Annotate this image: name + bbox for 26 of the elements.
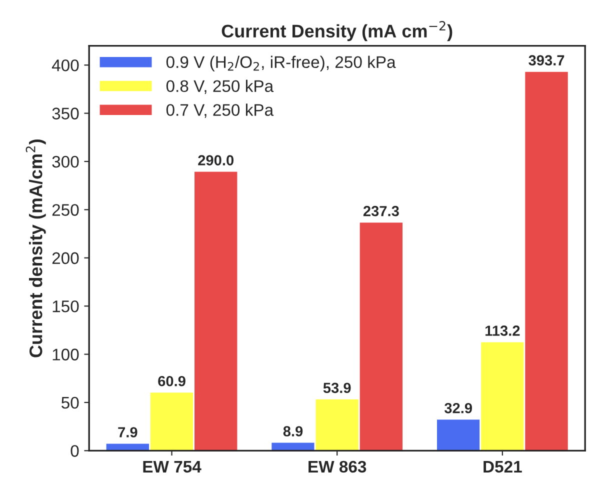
- y-tick-label: 350: [52, 108, 79, 120]
- x-tick-label: EW 863: [308, 460, 366, 473]
- y-tick-label: 200: [52, 252, 79, 264]
- data-label: 60.9: [158, 376, 186, 386]
- y-tick-label: 400: [52, 59, 79, 72]
- x-tick-label: EW 754: [143, 461, 202, 473]
- data-label: 32.9: [444, 402, 472, 414]
- y-tick-label: 150: [52, 300, 79, 312]
- data-label: 53.9: [323, 382, 351, 394]
- data-label: 237.3: [363, 206, 399, 216]
- y-tick-label: 250: [52, 204, 79, 216]
- data-label: 8.9: [283, 426, 303, 436]
- y-tick-label: 300: [52, 156, 79, 168]
- y-axis-title: Current density (mA/cm$^{2}$): [26, 140, 46, 358]
- legend-label: 0.8 V, 250 kPa: [166, 80, 274, 94]
- legend-label: 0.9 V (H$_{2}$/O$_{2}$, iR-free), 250 kPa: [166, 56, 396, 72]
- data-label: 290.0: [198, 155, 234, 166]
- data-label: 7.9: [118, 427, 138, 438]
- chart-title: Current Density (mA cm$^{−2}$): [222, 21, 452, 42]
- y-tick-label: 0: [70, 445, 79, 457]
- y-tick-label: 100: [52, 348, 79, 360]
- data-label: 393.7: [528, 55, 564, 66]
- data-label: 113.2: [486, 326, 520, 336]
- x-tick-label: D521: [484, 460, 522, 473]
- legend-label: 0.7 V, 250 kPa: [166, 104, 274, 118]
- y-tick-label: 50: [62, 396, 79, 409]
